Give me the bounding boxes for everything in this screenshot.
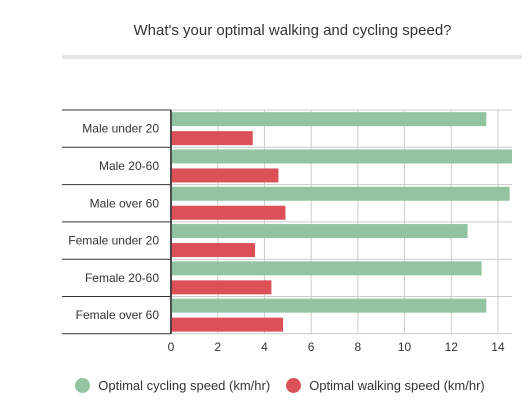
bar-walking[interactable] [171, 168, 279, 183]
bar-cycling[interactable] [171, 112, 487, 127]
category-label: Female 20-60 [85, 271, 159, 285]
bar-walking[interactable] [171, 317, 284, 332]
x-tick-label: 4 [261, 340, 268, 354]
legend-item-walking[interactable]: Optimal walking speed (km/hr) [286, 378, 485, 393]
category-label: Male under 20 [82, 122, 159, 136]
bar-cycling[interactable] [171, 224, 468, 239]
x-tick-label: 10 [398, 340, 412, 354]
category-label: Female under 20 [68, 234, 159, 248]
x-tick-label: 8 [355, 340, 362, 354]
chart-title: What's your optimal walking and cycling … [133, 22, 452, 39]
x-tick-label: 6 [308, 340, 315, 354]
x-tick-label: 12 [445, 340, 459, 354]
bar-walking[interactable] [171, 280, 272, 295]
legend-swatch-walking [286, 378, 302, 393]
x-tick-label: 2 [214, 340, 221, 354]
legend-item-cycling[interactable]: Optimal cycling speed (km/hr) [75, 378, 270, 393]
legend-label-walking: Optimal walking speed (km/hr) [309, 378, 485, 393]
bar-walking[interactable] [171, 243, 256, 258]
x-tick-label: 0 [168, 340, 175, 354]
bar-cycling[interactable] [171, 186, 510, 201]
x-tick-label: 14 [491, 340, 505, 354]
bar-walking[interactable] [171, 131, 253, 146]
bar-walking[interactable] [171, 205, 286, 220]
category-label: Male 20-60 [99, 159, 159, 173]
legend-swatch-cycling [75, 378, 91, 393]
bar-cycling[interactable] [171, 298, 487, 313]
bar-cycling[interactable] [171, 149, 512, 164]
bar-cycling[interactable] [171, 261, 482, 276]
category-label: Female over 60 [76, 308, 160, 322]
category-label: Male over 60 [90, 196, 160, 210]
legend-label-cycling: Optimal cycling speed (km/hr) [98, 378, 271, 393]
title-divider [62, 55, 522, 59]
chart-legend: Optimal cycling speed (km/hr) Optimal wa… [0, 378, 530, 393]
